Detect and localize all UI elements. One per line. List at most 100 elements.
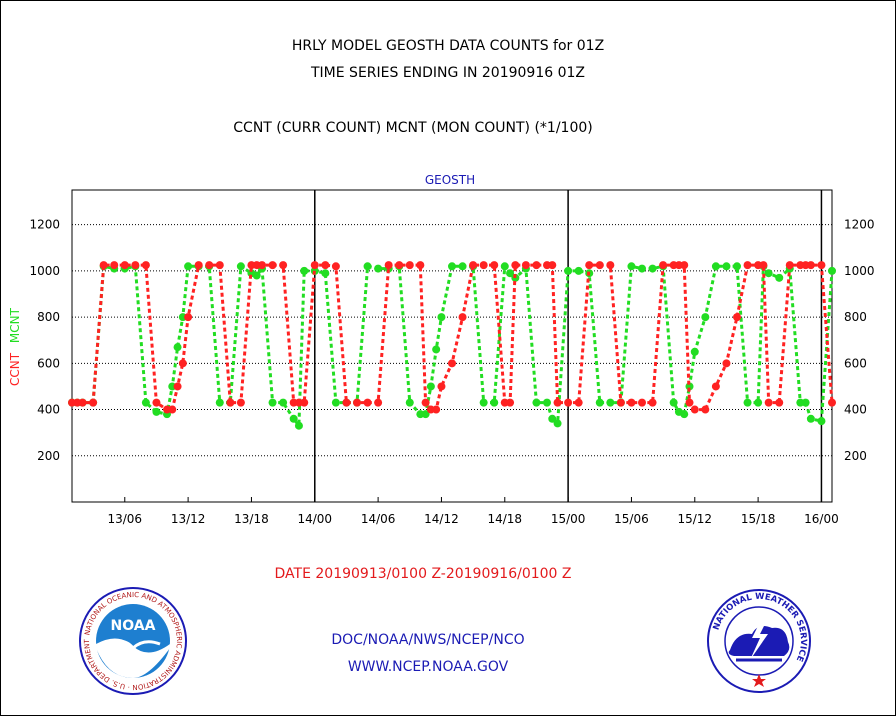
plot-title: GEOSTH [425,173,475,187]
data-point-ccnt [279,261,288,270]
data-point-mcnt [236,262,245,271]
data-point-ccnt [120,261,129,270]
data-point-mcnt [268,398,277,407]
data-point-mcnt [506,269,515,278]
chart-title-line-2: TIME SERIES ENDING IN 20190916 01Z [311,65,585,81]
data-point-ccnt [168,405,177,414]
data-point-ccnt [342,398,351,407]
x-tick-label-16-00: 16/00 [804,512,839,526]
data-point-ccnt [110,261,119,270]
axis-layer: 200 200 400 400 600 600 800 800 1000 1000 1200 1200… [29,189,875,526]
data-point-mcnt [764,269,773,278]
x-tick-label-15-18: 15/18 [741,512,776,526]
data-point-ccnt [490,261,499,270]
data-point-ccnt [759,261,768,270]
data-point-ccnt [627,398,636,407]
data-point-mcnt [754,398,763,407]
data-point-mcnt [733,262,741,271]
data-point-mcnt [680,410,689,419]
data-point-mcnt [363,262,372,271]
series-line-ccnt [72,263,834,412]
data-point-mcnt [743,398,752,407]
data-point-ccnt [268,261,277,270]
data-point-ccnt [236,398,245,407]
data-point-mcnt [595,398,604,407]
data-point-ccnt [764,398,773,407]
data-point-ccnt [785,261,794,270]
data-point-mcnt [669,398,678,407]
data-point-ccnt [659,261,668,270]
data-point-ccnt [511,261,520,270]
data-point-mcnt [279,398,288,407]
data-point-mcnt [289,414,298,423]
x-tick-label-13-12: 13/12 [171,512,206,526]
data-point-mcnt [564,266,573,275]
data-point-ccnt [374,398,383,407]
data-point-ccnt [616,398,625,407]
data-point-ccnt [775,398,784,407]
data-point-ccnt [184,313,193,322]
data-point-ccnt [479,261,488,270]
data-point-ccnt [363,398,372,407]
data-point-ccnt [817,261,826,270]
data-point-mcnt [173,343,182,352]
data-point-ccnt [78,398,87,407]
data-point-ccnt [806,261,815,270]
y-tick-label-left-1200: 1200 [29,218,60,232]
y-tick-label-right-1000: 1000 [844,264,875,278]
data-point-ccnt [648,398,657,407]
data-point-mcnt [152,407,161,416]
data-point-mcnt [817,417,826,426]
data-point-ccnt [384,261,393,270]
data-point-ccnt [828,398,836,407]
data-point-ccnt [564,398,573,407]
data-point-mcnt [294,421,303,430]
data-point-mcnt [543,398,551,407]
website-link[interactable]: WWW.NCEP.NOAA.GOV [347,659,509,675]
data-point-ccnt [89,398,98,407]
data-point-mcnt [500,262,509,271]
data-point-mcnt [184,262,193,271]
data-point-mcnt [405,398,414,407]
data-point-mcnt [574,266,583,275]
data-point-mcnt [321,269,330,278]
data-point-ccnt [205,261,214,270]
data-point-ccnt [574,398,583,407]
data-point-ccnt [701,405,710,414]
data-point-ccnt [585,261,594,270]
noaa-logo: NATIONAL OCEANIC AND ATMOSPHERIC ADMINIS… [78,586,187,695]
y-tick-label-right-800: 800 [844,310,867,324]
data-point-ccnt [215,261,224,270]
data-point-ccnt [131,261,140,270]
date-range-label: DATE 20190913/0100 Z-20190916/0100 Z [274,566,572,582]
svg-text:CCNT MCNT: CCNT MCNT [8,307,22,386]
data-point-ccnt [226,398,235,407]
data-point-ccnt [437,382,446,391]
y-axis-label-mcnt: MCNT [8,307,22,343]
data-point-ccnt [680,261,689,270]
geosth-line-chart: 200 200 400 400 600 600 800 800 1000 1000 1200 1200… [8,173,875,526]
data-point-mcnt [141,398,150,407]
data-point-mcnt [711,262,720,271]
data-point-ccnt [421,398,430,407]
data-point-mcnt [722,262,731,271]
series-line-mcnt [72,262,834,430]
data-point-mcnt [426,382,435,391]
y-axis-label-group: CCNT MCNT [8,307,22,386]
data-point-ccnt [353,398,361,407]
data-point-mcnt [374,264,383,273]
data-point-mcnt [548,414,557,423]
data-point-mcnt [331,398,340,407]
data-point-ccnt [152,398,161,407]
data-point-ccnt [194,261,203,270]
data-point-mcnt [437,313,446,322]
x-tick-label-15-06: 15/06 [614,512,649,526]
x-tick-label-14-18: 14/18 [487,512,522,526]
data-point-ccnt [722,359,731,368]
data-point-ccnt [416,261,425,270]
org-label: DOC/NOAA/NWS/NCEP/NCO [331,632,525,648]
data-point-mcnt [806,414,815,423]
data-point-ccnt [178,359,187,368]
y-tick-label-left-400: 400 [37,403,60,417]
data-point-ccnt [711,382,720,391]
